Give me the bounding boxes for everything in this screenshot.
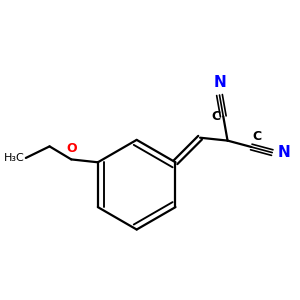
Text: H₃C: H₃C (4, 153, 24, 163)
Text: C: C (253, 130, 262, 143)
Text: N: N (278, 145, 290, 160)
Text: O: O (66, 142, 76, 155)
Text: N: N (213, 75, 226, 90)
Text: C: C (212, 110, 221, 124)
